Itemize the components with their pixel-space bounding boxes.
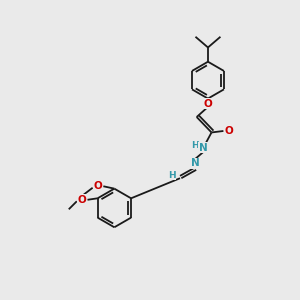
Text: N: N [190, 158, 199, 168]
Text: H: H [191, 141, 199, 150]
Text: O: O [224, 126, 233, 136]
Text: O: O [94, 181, 102, 191]
Text: H: H [168, 171, 176, 180]
Text: O: O [204, 99, 212, 109]
Text: O: O [78, 195, 86, 205]
Text: N: N [199, 143, 208, 153]
